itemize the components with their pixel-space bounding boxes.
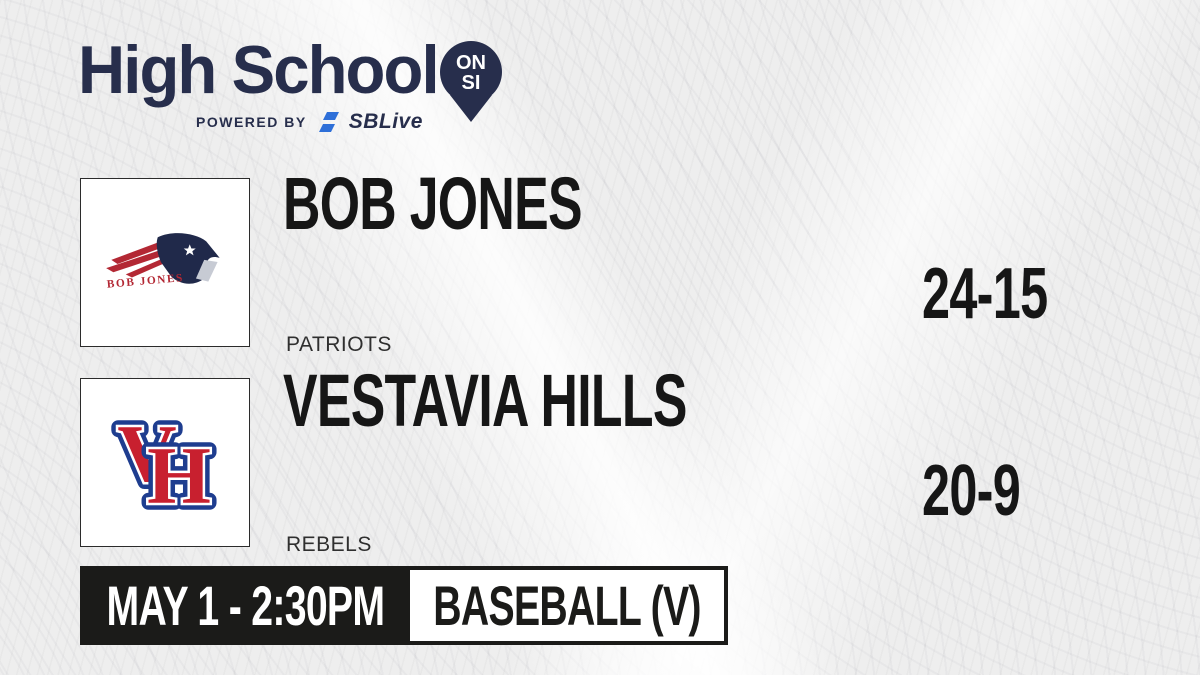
vh-letter-v: V <box>117 408 176 499</box>
brand-title: High School <box>78 32 440 108</box>
vestavia-hills-logo: V V H H <box>80 378 250 547</box>
game-sport-box: BASEBALL (V) <box>410 570 724 641</box>
pin-text-on: ON <box>456 52 486 74</box>
patriot-head-icon: BOB JONES <box>106 233 220 291</box>
team2-mascot: REBELS <box>286 533 372 556</box>
team1-mascot: PATRIOTS <box>286 333 392 356</box>
game-sport: BASEBALL (V) <box>433 573 701 637</box>
team2-record: 20-9 <box>922 451 1021 531</box>
team1-record: 24-15 <box>922 254 1048 334</box>
team1-name: BOB JONES <box>283 162 583 245</box>
sblive-wordmark: SBLive <box>348 110 423 133</box>
vh-letter-h: H <box>147 430 211 521</box>
vh-letter-h-outline: H <box>147 430 211 521</box>
sblive-bolt-icon <box>318 112 339 132</box>
bob-jones-logo-caption: BOB JONES <box>106 272 184 291</box>
bob-jones-logo: BOB JONES <box>80 178 250 347</box>
vh-monogram-icon: V V H H <box>110 401 218 528</box>
powered-by-row: POWERED BY SBLive <box>196 110 423 134</box>
powered-by-label: POWERED BY <box>196 114 307 130</box>
pin-text-si: SI <box>462 72 481 94</box>
game-datetime: MAY 1 - 2:30PM <box>106 573 384 637</box>
brand-header: High School ON SI POWERED BY SBLive <box>78 32 502 133</box>
on-si-pin-icon: ON SI <box>440 41 502 122</box>
vh-letter-v-outline: V <box>117 408 176 499</box>
game-datetime-box: MAY 1 - 2:30PM <box>80 566 410 645</box>
team2-name: VESTAVIA HILLS <box>283 359 687 442</box>
game-info-bar: MAY 1 - 2:30PM BASEBALL (V) <box>80 566 728 645</box>
